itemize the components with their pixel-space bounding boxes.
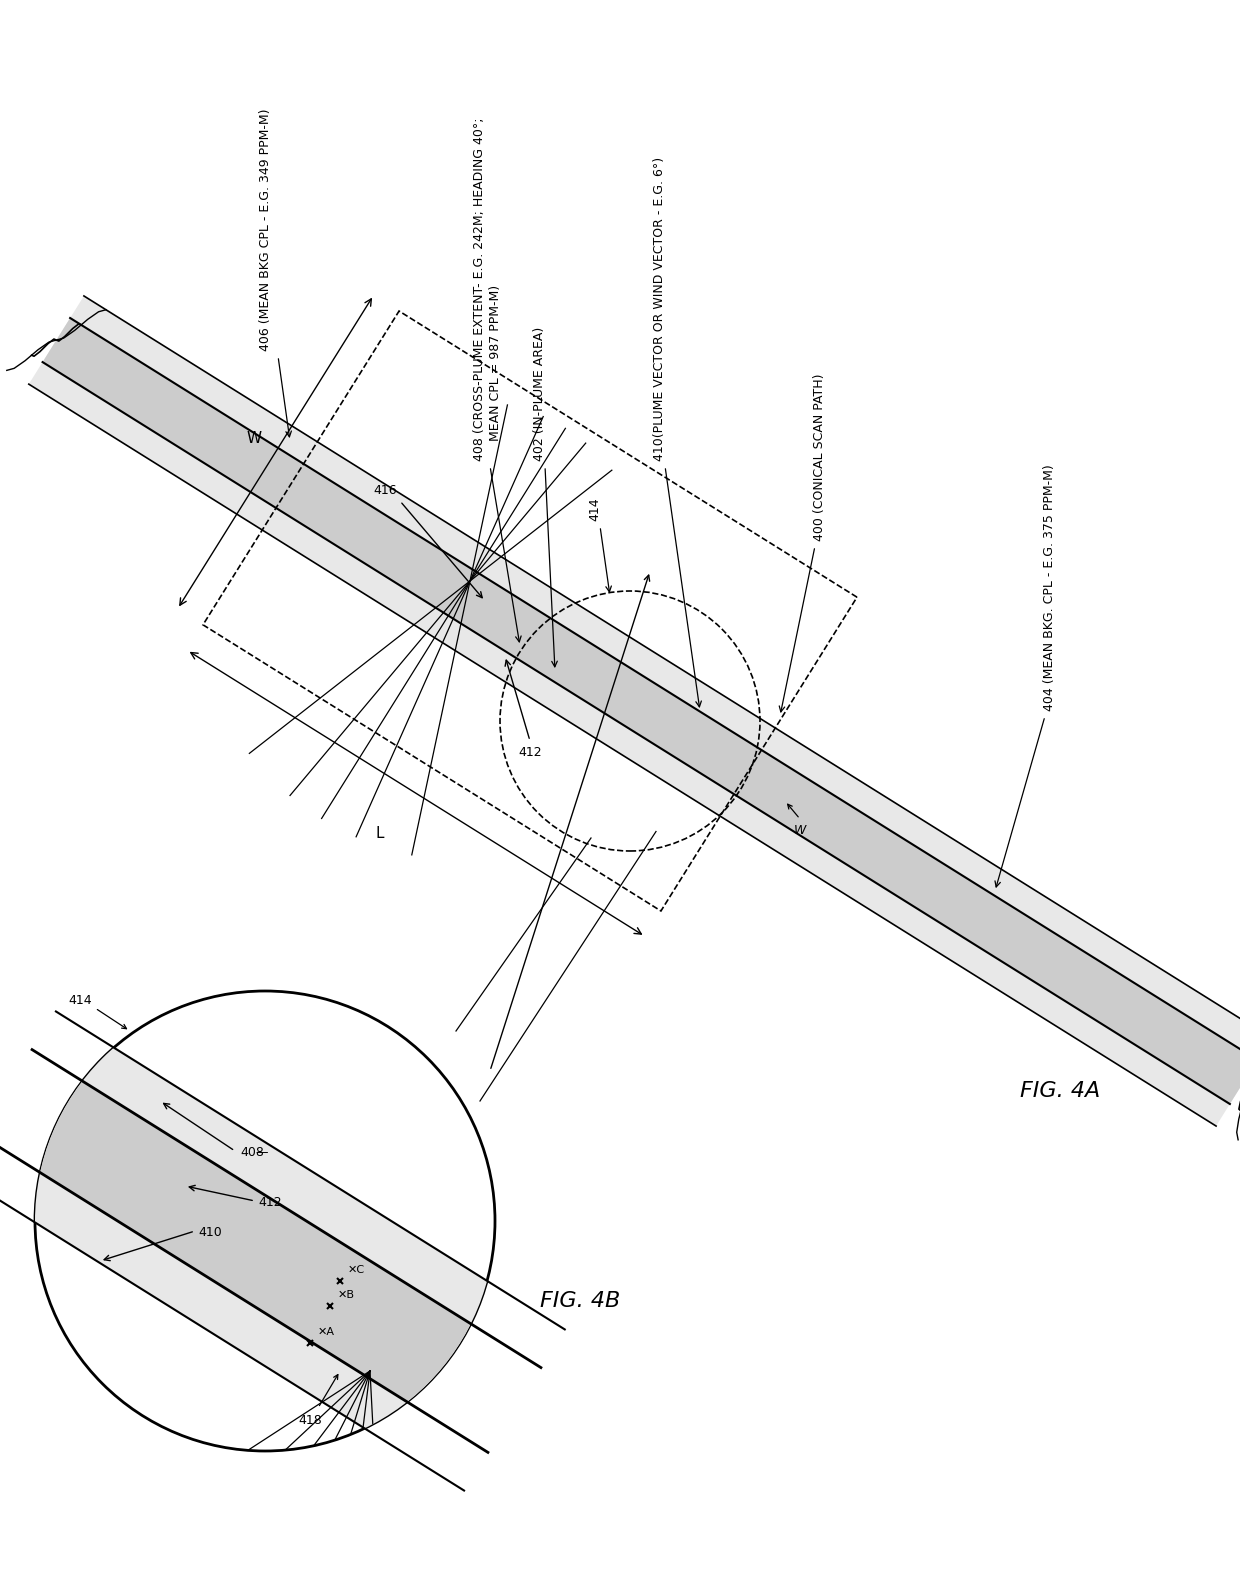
Text: 404 (MEAN BKG. CPL - E.G. 375 PPM-M): 404 (MEAN BKG. CPL - E.G. 375 PPM-M): [1044, 465, 1056, 711]
Text: L: L: [376, 826, 384, 842]
Text: 408: 408: [241, 1147, 264, 1160]
Text: 408 (CROSS-PLUME EXTENT- E.G. 242M; HEADING 40°;: 408 (CROSS-PLUME EXTENT- E.G. 242M; HEAD…: [474, 118, 486, 461]
Text: 414: 414: [68, 994, 92, 1007]
Text: FIG. 4A: FIG. 4A: [1019, 1080, 1100, 1101]
Text: 410: 410: [198, 1227, 222, 1239]
Text: 412: 412: [518, 746, 542, 759]
Text: ✕C: ✕C: [348, 1265, 365, 1274]
Polygon shape: [0, 1050, 541, 1453]
Text: 400 (CONICAL SCAN PATH): 400 (CONICAL SCAN PATH): [813, 374, 827, 541]
Text: ✕B: ✕B: [339, 1290, 355, 1300]
Text: ✕A: ✕A: [317, 1327, 335, 1336]
Polygon shape: [42, 318, 1240, 1104]
Text: 414: 414: [589, 498, 601, 520]
Text: 410(PLUME VECTOR OR WIND VECTOR - E.G. 6°): 410(PLUME VECTOR OR WIND VECTOR - E.G. 6…: [653, 158, 667, 461]
Text: 402 (IN-PLUME AREA): 402 (IN-PLUME AREA): [533, 326, 547, 461]
Text: 412: 412: [258, 1196, 281, 1209]
Circle shape: [35, 991, 495, 1451]
Text: FIG. 4B: FIG. 4B: [539, 1290, 620, 1311]
Text: —: —: [255, 1147, 268, 1160]
Text: MEAN CPL = 987 PPM-M): MEAN CPL = 987 PPM-M): [489, 285, 501, 461]
Text: W: W: [794, 824, 806, 837]
Text: 418: 418: [298, 1414, 322, 1427]
Polygon shape: [29, 296, 1240, 1126]
Text: 406 (MEAN BKG CPL - E.G. 349 PPM-M): 406 (MEAN BKG CPL - E.G. 349 PPM-M): [258, 108, 272, 352]
Text: 416: 416: [373, 485, 397, 498]
Text: W: W: [247, 431, 262, 447]
Polygon shape: [0, 1012, 564, 1491]
